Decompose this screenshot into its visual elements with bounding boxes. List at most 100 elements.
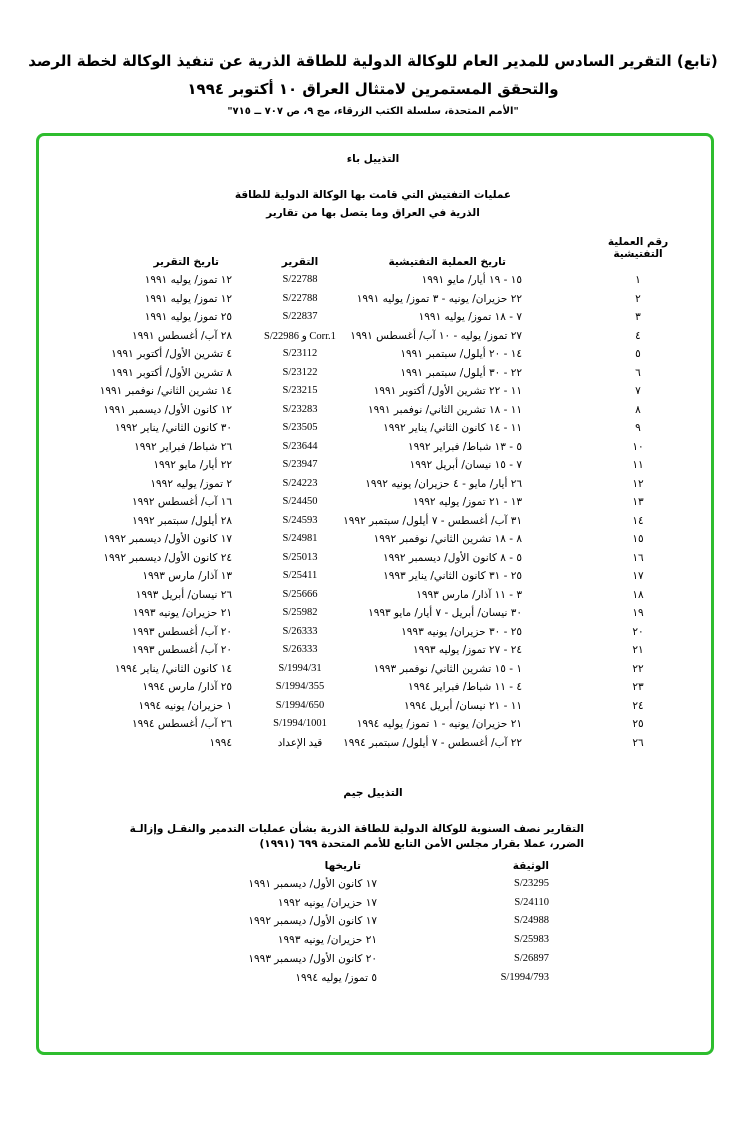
inspection-date: ٢٢ آب/ أغسطس - ٧ أيلول/ سبتمبر ١٩٩٤ xyxy=(343,736,522,749)
inspection-number: ٢٦ xyxy=(632,736,644,749)
inspection-number: ١٢ xyxy=(632,477,644,490)
table-row: ١٥ ٨ - ١٨ تشرين الثاني/ نوفمبر ١٩٩٢ S/2498… xyxy=(0,533,746,551)
table-row: ٢٦ ٢٢ آب/ أغسطس - ٧ أيلول/ سبتمبر ١٩٩٤ قيد… xyxy=(0,737,746,755)
column-header-number-line2: التفتيشية xyxy=(613,248,663,260)
table-row: ٥ ١٤ - ٢٠ أيلول/ سبتمبر ١٩٩١ S/23112 ٤ تشري… xyxy=(0,348,746,366)
table-row: ٤ ٢٧ تموز/ يوليه - ١٠ آب/ أغسطس ١٩٩١ S/229… xyxy=(0,330,746,348)
inspection-date: ٨ - ١٨ تشرين الثاني/ نوفمبر ١٩٩٢ xyxy=(373,533,522,545)
table-row: ١٧ ٢٥ - ٣١ كانون الثاني/ يناير ١٩٩٣ S/2541… xyxy=(0,570,746,588)
column-header-document: الوثيقة xyxy=(512,860,549,872)
table-row: S/25983 ٢١ حزيران/ يونيه ١٩٩٣ xyxy=(0,934,746,952)
report-date: ١٧ كانون الأول/ ديسمبر ١٩٩٢ xyxy=(103,533,232,545)
report-symbol: S/25411 xyxy=(282,570,318,581)
report-date: ٢٦ شباط/ فبراير ١٩٩٢ xyxy=(134,440,232,453)
document-symbol: S/23295 xyxy=(513,878,549,889)
report-symbol: S/23644 xyxy=(282,440,318,452)
inspection-date: ٢٢ - ٣٠ أيلول/ سبتمبر ١٩٩١ xyxy=(400,366,522,379)
column-header-report-date: تاريخ التقرير xyxy=(153,256,220,268)
table-row: ٢ ٢٢ حزيران/ يونيه - ٣ تموز/ يوليه ١٩٩١ S/… xyxy=(0,293,746,311)
inspection-number: ١ xyxy=(635,274,641,286)
inspection-number: ٢ xyxy=(635,292,641,305)
inspection-number: ٧ xyxy=(635,385,641,397)
inspection-date: ٢٥ - ٣١ كانون الثاني/ يناير ١٩٩٣ xyxy=(383,570,522,582)
report-symbol: S/24593 xyxy=(282,514,318,526)
inspection-number: ١١ xyxy=(632,459,644,471)
inspection-date: ٢٥ - ٣٠ حزيران/ يونيه ١٩٩٣ xyxy=(401,625,522,638)
table-row: S/24110 ١٧ حزيران/ يونيه ١٩٩٢ xyxy=(0,897,746,915)
table-row: ٢٢ ١ - ١٥ تشرين الثاني/ نوفمبر ١٩٩٣ S/1994… xyxy=(0,663,746,681)
inspection-number: ٩ xyxy=(635,422,641,434)
report-date: ١٣ آذار/ مارس ١٩٩٣ xyxy=(142,570,232,582)
report-date: ٢٦ نيسان/ أبريل ١٩٩٣ xyxy=(135,588,232,601)
column-header-date: تاريخها xyxy=(324,860,361,872)
document-date: ١٧ حزيران/ يونيه ١٩٩٢ xyxy=(277,896,377,909)
report-symbol: S/24223 xyxy=(282,477,318,489)
annex-c-heading-line2: الضرر، عملا بقرار مجلس الأمن التابع للأم… xyxy=(259,838,584,850)
table-row: ٢٣ ٤ - ١١ شباط/ فبراير ١٩٩٤ S/1994/355 ٢٥ آ… xyxy=(0,681,746,699)
report-symbol: S/22788 xyxy=(282,274,318,285)
document-date: ١٧ كانون الأول/ ديسمبر ١٩٩١ xyxy=(248,878,377,890)
table-row: ٢٤ ١١ - ٢١ نيسان/ أبريل ١٩٩٤ S/1994/650 ١ ح… xyxy=(0,700,746,718)
report-symbol: S/24981 xyxy=(282,533,318,544)
annex-b-heading-line2: الذرية في العراق وما يتصل بها من تقارير xyxy=(266,207,480,219)
report-date: ٢٦ آب/ أغسطس ١٩٩٤ xyxy=(132,718,232,730)
document-title-line1: (تابع) التقرير السادس للمدير العام للوكا… xyxy=(28,52,718,70)
column-header-number-line1: رقم العملية xyxy=(607,236,669,248)
document-date: ٥ تموز/ يوليه ١٩٩٤ xyxy=(295,971,377,984)
inspection-number: ١٨ xyxy=(632,588,644,601)
inspection-number: ٢٢ xyxy=(632,662,644,675)
inspection-number: ١٩ xyxy=(632,607,644,619)
report-symbol: قيد الإعداد xyxy=(277,737,323,749)
annex-c-title: التذييل جيم xyxy=(343,787,403,799)
report-date: ٢١ حزيران/ يونيه ١٩٩٣ xyxy=(132,607,232,619)
inspection-date: ١ - ١٥ تشرين الثاني/ نوفمبر ١٩٩٣ xyxy=(373,662,522,675)
document-symbol: S/24110 xyxy=(514,896,549,908)
report-symbol: S/23283 xyxy=(282,403,318,415)
report-date: ٨ تشرين الأول/ أكتوبر ١٩٩١ xyxy=(111,366,232,379)
document-symbol: S/1994/793 xyxy=(500,971,549,983)
table-row: ١٣ ١٣ - ٢١ تموز/ يوليه ١٩٩٢ S/24450 ١٦ آب/ … xyxy=(0,496,746,514)
document-title-line2: والتحقق المستمرين لامتثال العراق ١٠ أكتو… xyxy=(187,80,559,98)
inspection-date: ١١ - ١٤ كانون الثاني/ يناير ١٩٩٢ xyxy=(383,422,522,434)
document-date: ٢١ حزيران/ يونيه ١٩٩٣ xyxy=(277,934,377,947)
table-row: S/24988 ١٧ كانون الأول/ ديسمبر ١٩٩٢ xyxy=(0,915,746,933)
report-symbol: S/26333 xyxy=(282,644,318,655)
table-row: ١٠ ٥ - ١٣ شباط/ فبراير ١٩٩٢ S/23644 ٢٦ شباط… xyxy=(0,441,746,459)
inspection-number: ٢٣ xyxy=(632,681,644,693)
document-date: ٢٠ كانون الأول/ ديسمبر ١٩٩٣ xyxy=(248,952,377,965)
inspection-number: ١٦ xyxy=(632,551,644,564)
report-date: ٣٠ كانون الثاني/ يناير ١٩٩٢ xyxy=(114,422,232,434)
report-symbol: S/23215 xyxy=(282,385,318,396)
table-row: ٢١ ٢٤ - ٢٧ تموز/ يوليه ١٩٩٣ S/26333 ٢٠ آب/ … xyxy=(0,644,746,662)
source-citation: "الأمم المتحدة، سلسلة الكتب الزرقاء، مج … xyxy=(227,106,519,117)
inspection-date: ٢٢ حزيران/ يونيه - ٣ تموز/ يوليه ١٩٩١ xyxy=(356,292,522,305)
report-symbol: S/25013 xyxy=(282,551,318,563)
inspection-date: ٧ - ١٨ تموز/ يوليه ١٩٩١ xyxy=(418,311,522,323)
table-row: ٣ ٧ - ١٨ تموز/ يوليه ١٩٩١ S/22837 ٢٥ تموز/ … xyxy=(0,311,746,329)
report-symbol: S/25982 xyxy=(282,607,318,618)
report-date: ٢٢ أيار/ مايو ١٩٩٢ xyxy=(153,459,232,471)
inspection-date: ٣١ آب/ أغسطس - ٧ أيلول/ سبتمبر ١٩٩٢ xyxy=(343,514,522,527)
inspection-date: ١٣ - ٢١ تموز/ يوليه ١٩٩٢ xyxy=(413,496,522,508)
table-row: ١٦ ٥ - ٨ كانون الأول/ ديسمبر ١٩٩٢ S/25013 ٢… xyxy=(0,552,746,570)
column-header-report: التقرير xyxy=(281,256,319,268)
annex-b-heading-line1: عمليات التفتيش التي قامت بها الوكالة الد… xyxy=(234,189,512,201)
report-date: ٢٥ آذار/ مارس ١٩٩٤ xyxy=(142,681,232,693)
report-symbol: S/1994/355 xyxy=(275,681,325,692)
inspection-number: ١٧ xyxy=(632,570,644,582)
table-row: ٨ ١١ - ١٨ تشرين الثاني/ نوفمبر ١٩٩١ S/2328… xyxy=(0,404,746,422)
inspection-date: ٢٦ أيار/ مايو - ٤ حزيران/ يونيه ١٩٩٢ xyxy=(365,477,522,490)
content-frame xyxy=(36,133,714,1055)
table-row: ١٩ ٣٠ نيسان/ أبريل - ٧ أيار/ مايو ١٩٩٣ S/2… xyxy=(0,607,746,625)
table-row: S/26897 ٢٠ كانون الأول/ ديسمبر ١٩٩٣ xyxy=(0,953,746,971)
table-row: ١٨ ٣ - ١١ آذار/ مارس ١٩٩٣ S/25666 ٢٦ نيسان/… xyxy=(0,589,746,607)
report-date: ١٢ تموز/ يوليه ١٩٩١ xyxy=(144,274,232,286)
report-date: ٢٠ آب/ أغسطس ١٩٩٣ xyxy=(132,644,232,656)
inspection-number: ١٣ xyxy=(632,496,644,508)
report-date: ٢٨ أيلول/ سبتمبر ١٩٩٢ xyxy=(132,514,232,527)
table-row: ١٢ ٢٦ أيار/ مايو - ٤ حزيران/ يونيه ١٩٩٢ S/… xyxy=(0,478,746,496)
report-symbol: S/24450 xyxy=(282,496,318,507)
report-symbol: S/26333 xyxy=(282,625,318,637)
inspection-date: ١١ - ١٨ تشرين الثاني/ نوفمبر ١٩٩١ xyxy=(367,403,522,416)
column-header-number: رقم العملية التفتيشية xyxy=(600,236,676,260)
